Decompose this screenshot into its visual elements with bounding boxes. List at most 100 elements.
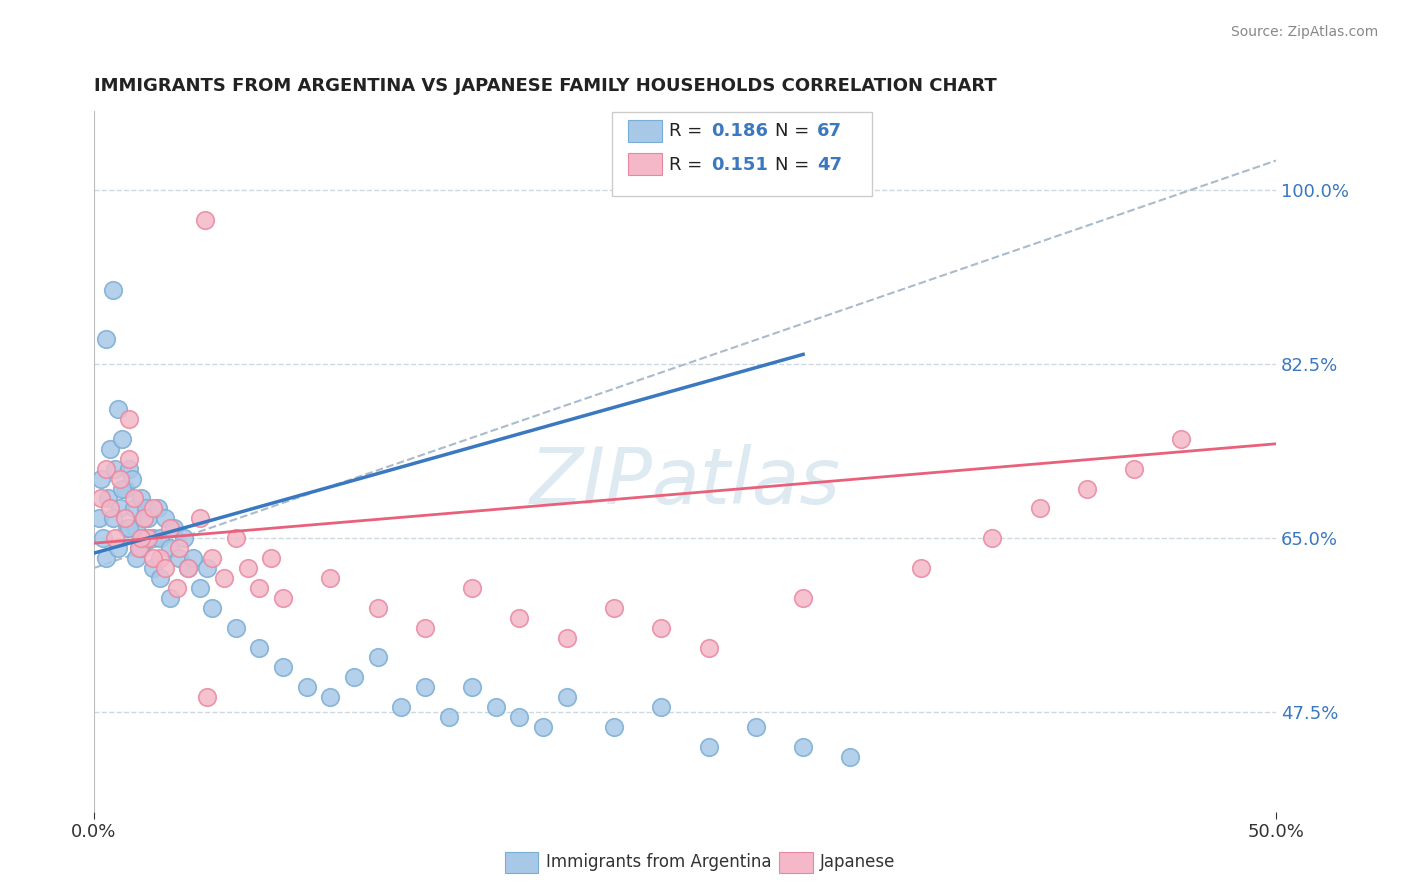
Point (201, 551, 224, 566)
Point (910, 561, 932, 575)
Point (146, 501, 169, 516)
Point (295, 681, 318, 695)
Point (142, 501, 165, 516)
Point (792, 591, 814, 605)
Point (132, 511, 155, 525)
Point (461, 681, 484, 695)
Point (225, 531, 247, 545)
Point (153, 561, 176, 575)
Point (437, 710, 460, 724)
Point (413, 681, 436, 695)
Point (159, 541, 181, 556)
Point (461, 581, 484, 595)
Point (249, 640, 271, 655)
Point (167, 541, 190, 556)
Point (129, 491, 152, 506)
Point (135, 501, 157, 516)
Point (839, 749, 862, 764)
Point (122, 501, 145, 516)
Point (118, 451, 141, 466)
Point (319, 690, 342, 705)
Point (555, 631, 578, 645)
Point (101, 511, 124, 525)
Point (201, 600, 224, 615)
Point (136, 511, 159, 525)
Point (111, 482, 134, 496)
Text: R =: R = (669, 122, 709, 140)
Text: ZIPatlas: ZIPatlas (530, 444, 841, 520)
Point (271, 660, 294, 674)
Point (149, 551, 172, 566)
Point (101, 283, 124, 297)
Point (128, 541, 150, 556)
Point (177, 561, 200, 575)
Point (367, 600, 389, 615)
Point (136, 531, 159, 545)
Text: 47: 47 (817, 156, 842, 174)
Point (90, 491, 112, 506)
Point (104, 531, 127, 545)
Point (118, 521, 141, 535)
Point (121, 472, 143, 486)
Point (125, 521, 148, 535)
Point (129, 541, 152, 556)
Text: Japanese: Japanese (820, 853, 896, 871)
Point (166, 581, 188, 595)
Point (1123, 461, 1146, 475)
Point (236, 561, 259, 575)
Point (93, 531, 115, 545)
Point (981, 531, 1004, 545)
Point (745, 720, 768, 734)
Point (149, 531, 172, 545)
Point (413, 621, 436, 635)
Point (142, 561, 165, 575)
Text: 67: 67 (817, 122, 842, 140)
Point (225, 621, 247, 635)
Point (177, 561, 200, 575)
Point (108, 472, 131, 486)
Point (122, 491, 145, 506)
Point (107, 541, 129, 556)
Text: 0.186: 0.186 (711, 122, 769, 140)
Text: IMMIGRANTS FROM ARGENTINA VS JAPANESE FAMILY HOUSEHOLDS CORRELATION CHART: IMMIGRANTS FROM ARGENTINA VS JAPANESE FA… (94, 78, 997, 95)
Point (1028, 501, 1050, 516)
Point (319, 571, 342, 585)
Point (343, 670, 366, 684)
Point (188, 581, 211, 595)
Point (153, 511, 176, 525)
Point (90, 472, 112, 486)
Point (194, 213, 217, 227)
Point (118, 412, 141, 426)
Point (87, 511, 110, 525)
Point (197, 561, 219, 575)
Text: 0.151: 0.151 (711, 156, 768, 174)
Point (142, 551, 165, 566)
Point (94, 333, 117, 347)
Point (142, 531, 165, 545)
Point (94, 551, 117, 566)
Point (249, 581, 271, 595)
Point (650, 700, 672, 714)
Point (97, 491, 120, 506)
Point (107, 402, 129, 417)
Point (260, 551, 283, 566)
Point (125, 551, 148, 566)
Point (531, 720, 554, 734)
Point (132, 511, 155, 525)
Point (100, 442, 122, 456)
Point (181, 551, 204, 566)
Point (114, 482, 136, 496)
Point (129, 531, 152, 545)
Point (149, 571, 172, 585)
Point (1170, 432, 1192, 446)
Text: N =: N = (775, 156, 814, 174)
Point (100, 501, 122, 516)
Point (104, 461, 127, 475)
Point (603, 720, 626, 734)
Point (114, 511, 136, 525)
Point (508, 611, 530, 625)
Point (173, 531, 195, 545)
Point (167, 551, 190, 566)
Text: R =: R = (669, 156, 709, 174)
Point (697, 739, 720, 754)
